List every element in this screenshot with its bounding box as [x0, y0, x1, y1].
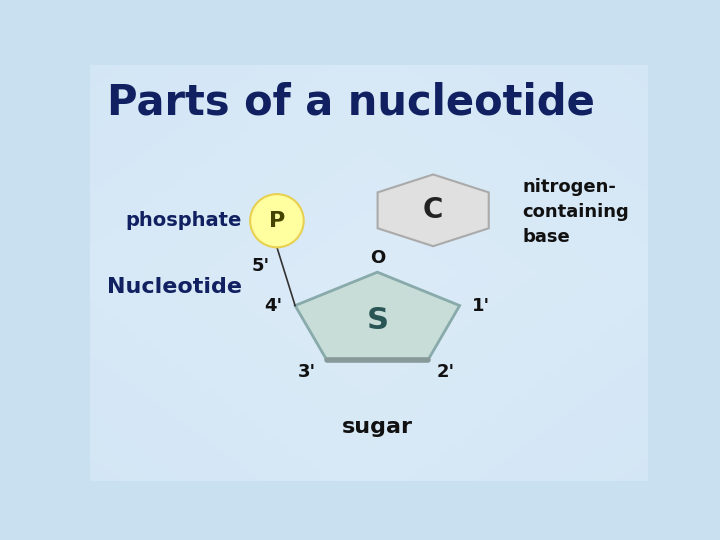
Text: sugar: sugar [342, 416, 413, 436]
Ellipse shape [250, 194, 304, 247]
Text: Parts of a nucleotide: Parts of a nucleotide [107, 82, 595, 124]
Text: Nucleotide: Nucleotide [107, 277, 242, 297]
Text: P: P [269, 211, 285, 231]
Text: 3': 3' [298, 363, 316, 381]
Text: O: O [370, 248, 385, 267]
Text: 1': 1' [472, 296, 490, 315]
Text: C: C [423, 197, 444, 224]
Text: phosphate: phosphate [125, 211, 242, 230]
Text: 4': 4' [264, 296, 282, 315]
Text: 2': 2' [437, 363, 455, 381]
Text: 5': 5' [251, 256, 269, 275]
Polygon shape [377, 174, 489, 246]
Text: S: S [366, 306, 388, 335]
Text: nitrogen-
containing
base: nitrogen- containing base [523, 178, 629, 246]
Polygon shape [295, 272, 459, 360]
